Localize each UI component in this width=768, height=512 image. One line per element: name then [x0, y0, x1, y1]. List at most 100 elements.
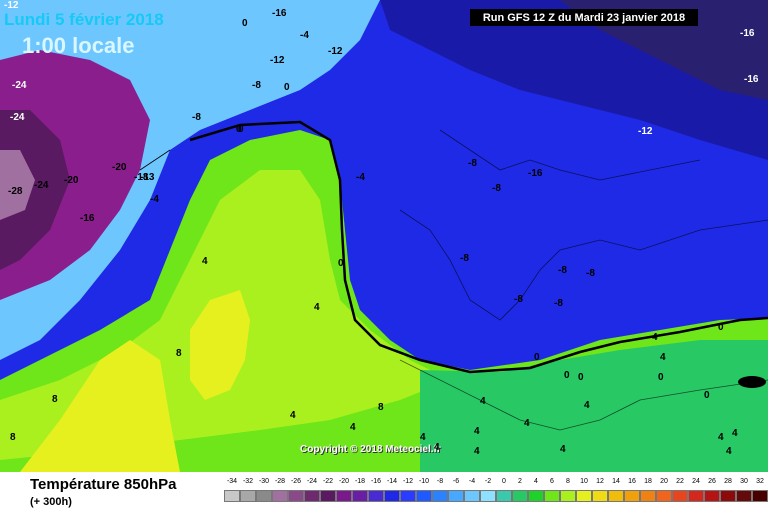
isotherm-label: -16 — [740, 28, 755, 39]
legend-swatch — [320, 490, 336, 502]
legend-tick-label: 14 — [612, 478, 620, 485]
isotherm-label: 0 — [534, 352, 540, 363]
isotherm-label: 0 — [564, 370, 570, 381]
temperature-map: Lundi 5 février 2018 1:00 locale Run GFS… — [0, 0, 768, 472]
legend-tick-label: -24 — [306, 478, 318, 485]
legend-swatch — [544, 490, 560, 502]
run-info: Run GFS 12 Z du Mardi 23 janvier 2018 — [470, 9, 698, 26]
legend-swatch — [688, 490, 704, 502]
isotherm-label: 0 — [704, 390, 710, 401]
legend-swatch — [736, 490, 752, 502]
isotherm-label: 4 — [434, 442, 440, 453]
isotherm-label: 4 — [350, 422, 356, 433]
legend-swatch — [560, 490, 576, 502]
isotherm-label: 4 — [420, 432, 426, 443]
isotherm-label: 0 — [718, 322, 724, 333]
isotherm-label: -12 — [638, 126, 653, 137]
legend-tick-label: -4 — [468, 478, 476, 485]
legend-swatch — [384, 490, 400, 502]
isotherm-label: 4 — [474, 446, 480, 457]
isotherm-label: 4 — [480, 396, 486, 407]
isotherm-label: 0 — [236, 124, 242, 135]
legend-tick-label: -8 — [436, 478, 444, 485]
isotherm-label: 4 — [202, 256, 208, 267]
legend-swatch — [640, 490, 656, 502]
footer: Température 850hPa (+ 300h) -34 -32 -30 -28… — [0, 472, 768, 512]
isotherm-label: 4 — [560, 444, 566, 455]
isotherm-label: 8 — [176, 348, 182, 359]
isotherm-label: 0 — [578, 372, 584, 383]
legend-tick-label: 4 — [534, 478, 538, 485]
isotherm-label: 0 — [658, 372, 664, 383]
map-canvas — [0, 0, 768, 472]
legend-swatch — [240, 490, 256, 502]
legend-swatch — [592, 490, 608, 502]
legend-tick-label: -26 — [290, 478, 302, 485]
isotherm-label: -16 — [528, 168, 543, 179]
isotherm-label: -8 — [252, 80, 261, 91]
island-shadow — [738, 376, 766, 388]
isotherm-label: -8 — [558, 265, 567, 276]
legend-swatch — [448, 490, 464, 502]
legend-tick-label: -32 — [242, 478, 254, 485]
legend-swatch — [352, 490, 368, 502]
legend-tick-label: -6 — [452, 478, 460, 485]
coastline-north — [439, 129, 701, 181]
isotherm-label: -20 — [64, 175, 79, 186]
isotherm-label: -20 — [112, 162, 127, 173]
isotherm-label: 4 — [290, 410, 296, 421]
legend-swatch — [512, 490, 528, 502]
legend-tick-label: 28 — [724, 478, 732, 485]
isotherm-label: -8 — [586, 268, 595, 279]
isotherm-label: 8 — [10, 432, 16, 443]
legend-swatch — [480, 490, 496, 502]
isotherm-label: -12 — [4, 0, 19, 11]
warm-core-south — [20, 340, 180, 472]
legend-tick-label: 22 — [676, 478, 684, 485]
variable-title: Température 850hPa — [30, 476, 177, 493]
zero-isotherm — [189, 120, 768, 374]
legend-tick-label: -14 — [386, 478, 398, 485]
isotherm-label: -4 — [356, 172, 365, 183]
legend-tick-label: -34 — [226, 478, 238, 485]
isotherm-label: 4 — [718, 432, 724, 443]
isotherm-label: -16 — [272, 8, 287, 19]
isotherm-label: 4 — [726, 446, 732, 457]
isotherm-label: -24 — [10, 112, 25, 123]
isotherm-label: 4 — [314, 302, 320, 313]
cold-core-inner — [0, 150, 35, 220]
mild-zone-east — [420, 340, 768, 472]
isotherm-label: 4 — [524, 418, 530, 429]
legend-tick-label: -2 — [484, 478, 492, 485]
legend-tick-label: 10 — [580, 478, 588, 485]
legend-swatch — [752, 490, 768, 502]
legend-swatch — [464, 490, 480, 502]
legend-tick-label: -20 — [338, 478, 350, 485]
legend-swatch — [336, 490, 352, 502]
isotherm-label: -24 — [12, 80, 27, 91]
isotherm-label: 4 — [732, 428, 738, 439]
isotherm-label: -28 — [8, 186, 23, 197]
legend-tick-label: 18 — [644, 478, 652, 485]
legend-tick-label: 32 — [756, 478, 764, 485]
isotherm-label: -16 — [80, 213, 95, 224]
isotherm-label: 8 — [52, 394, 58, 405]
isotherm-label: -12 — [328, 46, 343, 57]
legend-tick-label: 0 — [502, 478, 506, 485]
isotherm-label: 8 — [378, 402, 384, 413]
legend-swatch — [528, 490, 544, 502]
legend-tick-label: 12 — [596, 478, 604, 485]
legend-tick-label: 26 — [708, 478, 716, 485]
forecast-date: Lundi 5 février 2018 — [4, 10, 164, 29]
legend-swatch — [304, 490, 320, 502]
legend-tick-label: -18 — [354, 478, 366, 485]
legend-swatch — [368, 490, 384, 502]
legend-tick-label: 30 — [740, 478, 748, 485]
isotherm-label: 0 — [238, 124, 244, 135]
isotherm-label: -8 — [468, 158, 477, 169]
legend-tick-label: 24 — [692, 478, 700, 485]
warm-core-center — [190, 290, 250, 400]
isotherm-label: 0 — [338, 258, 344, 269]
isotherm-label: -24 — [34, 180, 49, 191]
legend-swatch — [672, 490, 688, 502]
